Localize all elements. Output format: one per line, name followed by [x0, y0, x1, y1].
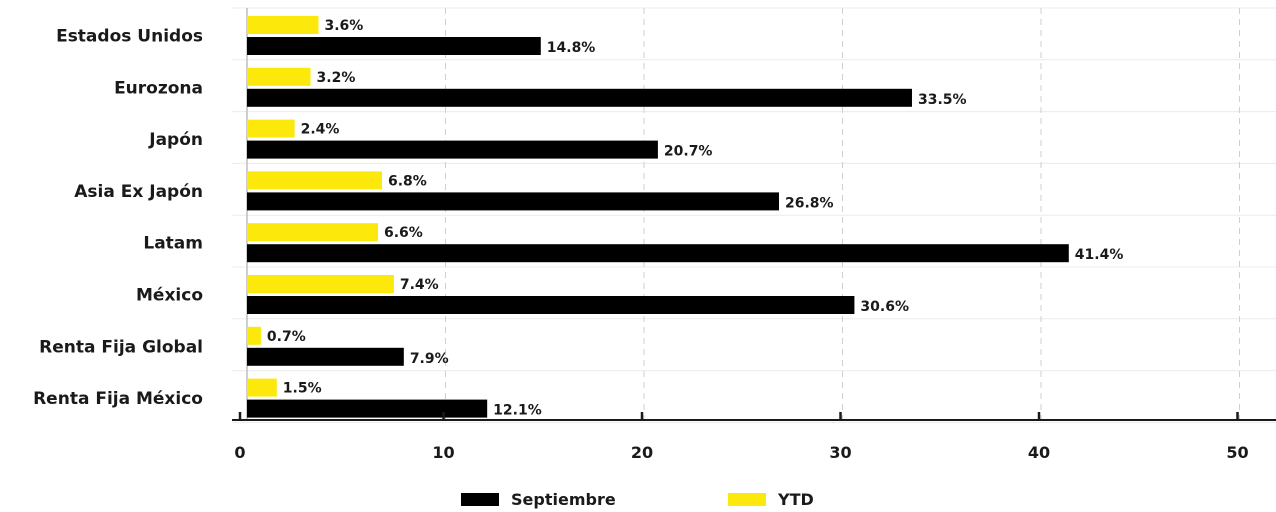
septiembre-bar	[247, 296, 855, 314]
category-label: Asia Ex Japón	[74, 182, 203, 202]
ytd-value-label: 2.4%	[301, 122, 340, 138]
x-tick-label: 10	[432, 443, 454, 462]
category-label: Latam	[143, 234, 203, 254]
legend-swatch-ytd	[728, 493, 766, 506]
septiembre-value-label: 41.4%	[1075, 247, 1124, 263]
septiembre-bar	[247, 192, 779, 211]
ytd-bar	[247, 378, 277, 397]
category-label: Renta Fija México	[33, 389, 203, 409]
ytd-bar	[247, 171, 382, 190]
ytd-bar	[247, 16, 319, 34]
septiembre-value-label: 12.1%	[493, 403, 542, 419]
ytd-bar	[247, 326, 261, 345]
septiembre-value-label: 14.8%	[547, 40, 596, 56]
category-label: Renta Fija Global	[39, 337, 203, 357]
legend-swatch-septiembre	[461, 493, 499, 506]
septiembre-value-label: 30.6%	[860, 299, 909, 315]
septiembre-bar	[247, 347, 404, 366]
x-tick-label: 0	[234, 443, 245, 462]
ytd-bar	[247, 119, 295, 138]
septiembre-value-label: 33.5%	[918, 92, 967, 108]
category-label: Estados Unidos	[56, 27, 203, 47]
septiembre-bar	[247, 88, 912, 107]
ytd-value-label: 6.6%	[384, 225, 423, 241]
ytd-value-label: 0.7%	[267, 329, 306, 345]
septiembre-value-label: 20.7%	[664, 144, 713, 160]
x-tick-label: 30	[829, 443, 851, 462]
septiembre-bar	[247, 140, 658, 159]
septiembre-value-label: 26.8%	[785, 195, 834, 211]
septiembre-value-label: 7.9%	[410, 351, 449, 367]
ytd-value-label: 3.6%	[324, 18, 363, 34]
ytd-value-label: 1.5%	[283, 381, 322, 397]
category-label: México	[136, 286, 203, 306]
x-tick-label: 40	[1028, 443, 1050, 462]
ytd-bar	[247, 67, 311, 86]
category-label: Eurozona	[114, 78, 203, 98]
category-label: Japón	[148, 130, 203, 150]
ytd-bar	[247, 275, 394, 293]
ytd-value-label: 3.2%	[317, 70, 356, 86]
x-tick-label: 50	[1226, 443, 1248, 462]
septiembre-bar	[247, 37, 541, 55]
legend-label-septiembre: Septiembre	[511, 490, 616, 509]
x-tick-label: 20	[631, 443, 653, 462]
septiembre-bar	[247, 399, 488, 418]
legend-label-ytd: YTD	[777, 490, 814, 509]
septiembre-bar	[247, 244, 1069, 263]
ytd-value-label: 6.8%	[388, 173, 427, 189]
ytd-value-label: 7.4%	[400, 277, 439, 293]
ytd-bar	[247, 223, 379, 242]
